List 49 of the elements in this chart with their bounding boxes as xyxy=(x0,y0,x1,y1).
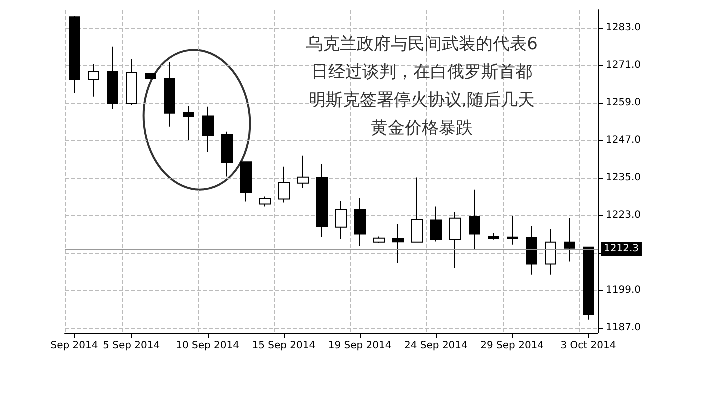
candlestick xyxy=(564,218,575,262)
x-tick-label: 24 Sep 2014 xyxy=(404,340,468,352)
x-tick-label: 15 Sep 2014 xyxy=(252,340,316,352)
x-tick-label: 29 Sep 2014 xyxy=(480,340,544,352)
y-tick-label: 1247.0 xyxy=(606,135,641,146)
x-tick-label: 5 Sep 2014 xyxy=(103,340,160,352)
candlestick xyxy=(488,232,499,240)
ref-line-label: 1212.3 xyxy=(604,243,639,254)
candlestick xyxy=(335,200,347,240)
y-tick-label: 1223.0 xyxy=(606,210,641,222)
candlestick xyxy=(69,16,80,94)
candlestick xyxy=(392,224,404,264)
y-tick-label: 1199.0 xyxy=(606,285,641,296)
candlestick xyxy=(240,162,252,202)
candlestick xyxy=(316,164,328,238)
candlestick xyxy=(145,72,156,80)
y-tick-label: 1283.0 xyxy=(606,22,641,34)
candlestick xyxy=(183,106,194,140)
y-tick-label: 1271.0 xyxy=(606,60,641,72)
candlestick xyxy=(354,198,366,247)
candlestick xyxy=(221,131,233,178)
y-tick-label: 1187.0 xyxy=(606,322,641,334)
annotation: 乌克兰政府与民间武装的代表6 xyxy=(306,34,538,54)
candlestick xyxy=(373,236,385,244)
x-tick-label: Sep 2014 xyxy=(50,340,98,352)
candlestick xyxy=(430,206,442,242)
candlestick xyxy=(107,46,118,110)
candlestick xyxy=(278,166,290,204)
candlestick xyxy=(297,155,309,189)
x-tick-label: 19 Sep 2014 xyxy=(328,340,392,352)
candlestick xyxy=(583,246,594,320)
annotation: 黄金价格暴跌 xyxy=(371,118,473,138)
x-tick-label: 3 Oct 2014 xyxy=(560,340,616,352)
candlestick xyxy=(88,64,99,98)
candlestick xyxy=(449,212,461,269)
y-tick-label: 1235.0 xyxy=(606,172,641,184)
candlestick xyxy=(259,196,271,208)
candlestick xyxy=(469,189,480,250)
y-tick-label: 1259.0 xyxy=(606,98,641,109)
candlestick xyxy=(507,216,518,246)
candlestick xyxy=(202,106,214,153)
annotation: 明斯克签署停火协议,随后几天 xyxy=(308,90,536,110)
candlestick xyxy=(164,62,175,128)
candlestick xyxy=(545,228,556,276)
candlestick xyxy=(526,226,537,276)
candlestick xyxy=(126,58,137,106)
annotation: 日经过谈判，在白俄罗斯首都 xyxy=(312,62,532,82)
candlestick xyxy=(411,177,423,243)
x-tick-label: 10 Sep 2014 xyxy=(176,340,240,352)
